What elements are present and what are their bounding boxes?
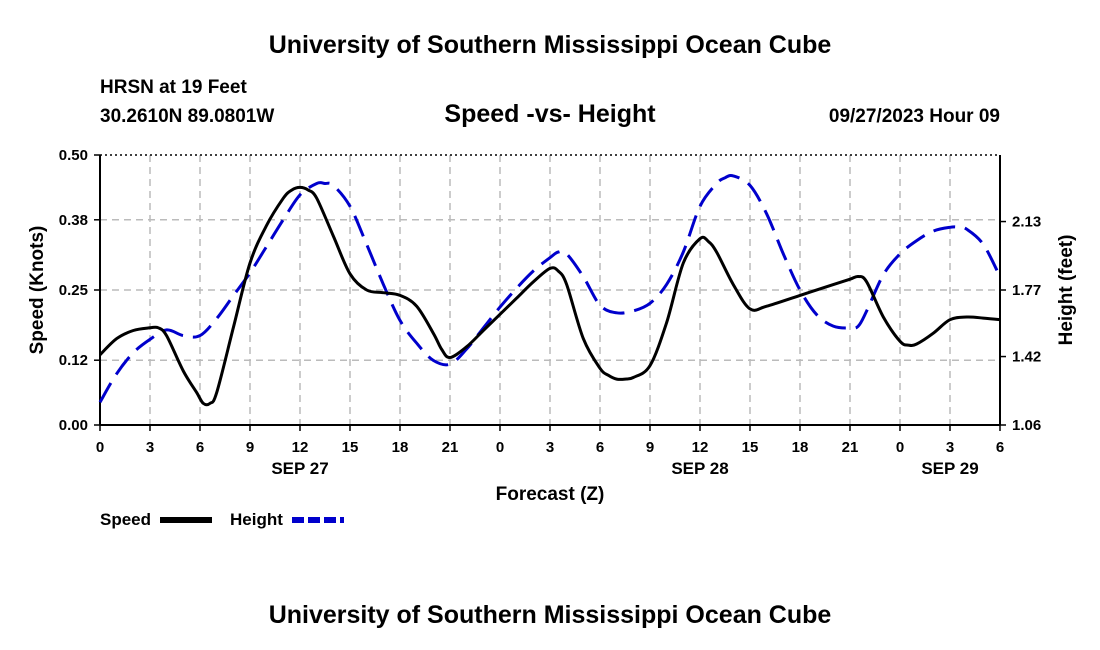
chart-title: University of Southern Mississippi Ocean… — [268, 31, 832, 59]
series-line-height — [98, 173, 1002, 403]
y-tick-label-right: 1.77 — [1012, 282, 1041, 299]
date-label: SEP 28 — [671, 459, 728, 478]
x-tick-label: 3 — [946, 439, 954, 456]
station-label: HRSN at 19 Feet — [100, 77, 247, 98]
y-tick-label-right: 2.13 — [1012, 214, 1041, 231]
x-tick-label: 0 — [496, 439, 504, 456]
x-tick-label: 12 — [292, 439, 309, 456]
x-tick-label: 18 — [392, 439, 409, 456]
date-label: SEP 29 — [921, 459, 978, 478]
x-tick-label: 21 — [442, 439, 459, 456]
y-tick-label-left: 0.00 — [59, 417, 88, 434]
forecast-datetime: 09/27/2023 Hour 09 — [828, 106, 1000, 127]
date-label: SEP 27 — [271, 459, 328, 478]
legend-label-height: Height — [230, 510, 283, 529]
legend-label-speed: Speed — [100, 510, 151, 529]
y-tick-label-left: 0.12 — [59, 352, 88, 369]
x-tick-label: 9 — [646, 439, 654, 456]
y-tick-label-right: 1.42 — [1012, 349, 1041, 366]
station-coords: 30.2610N 89.0801W — [100, 106, 275, 127]
x-tick-label: 21 — [842, 439, 859, 456]
x-tick-label: 12 — [692, 439, 709, 456]
x-tick-label: 6 — [596, 439, 604, 456]
y-tick-label-left: 0.38 — [59, 212, 88, 229]
x-tick-label: 3 — [546, 439, 554, 456]
x-axis-label: Forecast (Z) — [496, 484, 605, 505]
chart-subtitle: Speed -vs- Height — [444, 100, 656, 128]
series-line-speed — [98, 185, 1001, 407]
x-tick-label: 15 — [742, 439, 759, 456]
x-tick-label: 15 — [342, 439, 359, 456]
x-tick-label: 0 — [96, 439, 104, 456]
x-tick-label: 6 — [996, 439, 1004, 456]
x-tick-label: 6 — [196, 439, 204, 456]
y-tick-label-left: 0.50 — [59, 147, 88, 164]
x-tick-label: 3 — [146, 439, 154, 456]
y-tick-label-right: 1.06 — [1012, 417, 1041, 434]
y-axis-label-left: Speed (Knots) — [27, 226, 48, 355]
x-tick-label: 0 — [896, 439, 904, 456]
y-tick-label-left: 0.25 — [59, 282, 88, 299]
y-axis-label-right: Height (feet) — [1056, 235, 1077, 346]
x-tick-label: 18 — [792, 439, 809, 456]
footer-title: University of Southern Mississippi Ocean… — [268, 601, 832, 629]
x-tick-label: 9 — [246, 439, 254, 456]
